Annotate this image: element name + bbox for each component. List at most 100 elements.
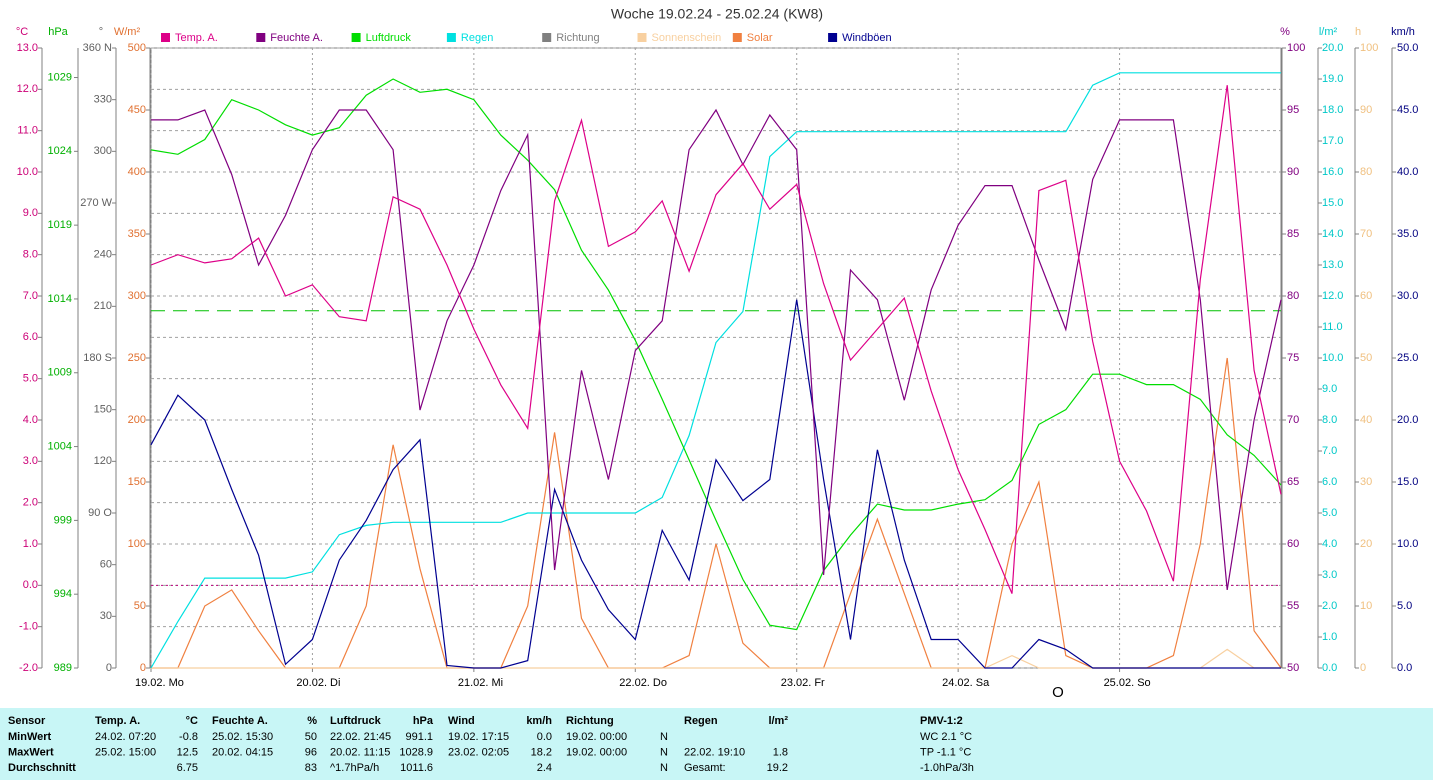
y-tick-label: 9.0: [23, 207, 38, 219]
y-tick-label: 80: [1287, 290, 1299, 302]
x-tick-label: 20.02. Di: [296, 677, 340, 689]
y-tick-label: 20.0: [1397, 414, 1418, 426]
y-tick-label: 30: [100, 610, 112, 622]
series-line: [150, 72, 1281, 669]
legend-label: Regen: [461, 32, 493, 44]
x-tick-label: 25.02. So: [1104, 677, 1151, 689]
y-tick-label: 1004: [48, 440, 72, 452]
y-tick-label: 60: [100, 559, 112, 571]
table-cell: -1.0hPa/3h: [920, 762, 974, 774]
y-tick-label: 45.0: [1397, 104, 1418, 116]
y-tick-label: 200: [128, 414, 146, 426]
y-tick-label: 4.0: [1322, 538, 1337, 550]
y-tick-label: 16.0: [1322, 166, 1343, 178]
y-tick-label: 1.0: [1322, 631, 1337, 643]
table-cell: 1.8: [773, 746, 788, 758]
y-tick-label: 999: [54, 514, 72, 526]
axis-unit: %: [1280, 26, 1290, 38]
x-tick-label: 19.02. Mo: [135, 677, 184, 689]
y-tick-label: 8.0: [1322, 414, 1337, 426]
table-cell: PMV-1:2: [920, 715, 963, 727]
y-tick-label: 994: [54, 588, 72, 600]
legend-label: Richtung: [556, 32, 599, 44]
y-tick-label: -1.0: [19, 621, 38, 633]
y-tick-label: 70: [1360, 228, 1372, 240]
y-tick-label: 90: [1360, 104, 1372, 116]
legend-swatch: [828, 33, 838, 42]
table-cell: WC 2.1 °C: [920, 731, 972, 743]
y-tick-label: 95: [1287, 104, 1299, 116]
axis-unit: °C: [16, 26, 28, 38]
y-tick-label: 180 S: [83, 352, 112, 364]
y-tick-label: 4.0: [23, 414, 38, 426]
table-cell: 18.2: [531, 746, 552, 758]
y-tick-label: 90 O: [88, 507, 112, 519]
y-tick-label: 35.0: [1397, 228, 1418, 240]
series-line: [150, 299, 1281, 669]
table-cell: 19.02. 00:00: [566, 731, 627, 743]
table-cell: 25.02. 15:00: [95, 746, 156, 758]
y-tick-label: 0: [106, 662, 112, 674]
table-cell: Regen: [684, 715, 718, 727]
y-tick-label: 0: [1360, 662, 1366, 674]
table-cell: 96: [305, 746, 317, 758]
y-tick-label: 40.0: [1397, 166, 1418, 178]
legend-label: Luftdruck: [366, 32, 412, 44]
y-tick-label: 90: [1287, 166, 1299, 178]
table-cell: Durchschnitt: [8, 762, 76, 774]
y-tick-label: 7.0: [23, 290, 38, 302]
y-tick-label: 120: [94, 455, 112, 467]
table-cell: 24.02. 07:20: [95, 731, 156, 743]
table-cell: %: [307, 715, 317, 727]
y-tick-label: 30: [1360, 476, 1372, 488]
y-tick-label: 20.0: [1322, 42, 1343, 54]
table-cell: 22.02. 21:45: [330, 731, 391, 743]
table-cell: 991.1: [405, 731, 433, 743]
y-tick-label: 0.0: [1397, 662, 1412, 674]
y-tick-label: 5.0: [1322, 507, 1337, 519]
y-tick-label: 450: [128, 104, 146, 116]
table-cell: 50: [305, 731, 317, 743]
table-cell: hPa: [413, 715, 434, 727]
y-tick-label: 65: [1287, 476, 1299, 488]
axis-unit: hPa: [48, 26, 68, 38]
table-cell: Feuchte A.: [212, 715, 268, 727]
y-tick-label: 50: [1287, 662, 1299, 674]
table-cell: km/h: [526, 715, 552, 727]
y-tick-label: 250: [128, 352, 146, 364]
y-tick-label: 5.0: [23, 373, 38, 385]
table-cell: -0.8: [179, 731, 198, 743]
y-tick-label: 50.0: [1397, 42, 1418, 54]
y-tick-label: 100: [128, 538, 146, 550]
y-tick-label: 1029: [48, 71, 72, 83]
y-tick-label: 150: [94, 404, 112, 416]
y-tick-label: 20: [1360, 538, 1372, 550]
y-tick-label: 9.0: [1322, 383, 1337, 395]
table-cell: 0.0: [537, 731, 552, 743]
y-tick-label: 50: [1360, 352, 1372, 364]
y-tick-label: 150: [128, 476, 146, 488]
y-tick-label: 360 N: [83, 42, 112, 54]
table-cell: l/m²: [768, 715, 788, 727]
y-tick-label: 12.0: [17, 83, 38, 95]
y-tick-label: -2.0: [19, 662, 38, 674]
y-tick-label: 17.0: [1322, 135, 1343, 147]
axis-unit: km/h: [1391, 26, 1415, 38]
table-cell: 83: [305, 762, 317, 774]
y-tick-label: 60: [1360, 290, 1372, 302]
axis-unit: W/m²: [114, 26, 141, 38]
chart-title: Woche 19.02.24 - 25.02.24 (KW8): [611, 6, 823, 22]
y-tick-label: 15.0: [1322, 197, 1343, 209]
y-tick-label: 7.0: [1322, 445, 1337, 457]
y-tick-label: 60: [1287, 538, 1299, 550]
legend-label: Windböen: [842, 32, 892, 44]
table-cell: 1028.9: [399, 746, 433, 758]
y-tick-label: 350: [128, 228, 146, 240]
table-cell: N: [660, 731, 668, 743]
y-tick-label: 6.0: [23, 331, 38, 343]
y-tick-label: 10.0: [1397, 538, 1418, 550]
table-cell: 2.4: [537, 762, 552, 774]
y-tick-label: 80: [1360, 166, 1372, 178]
table-cell: 12.5: [177, 746, 198, 758]
y-tick-label: 15.0: [1397, 476, 1418, 488]
